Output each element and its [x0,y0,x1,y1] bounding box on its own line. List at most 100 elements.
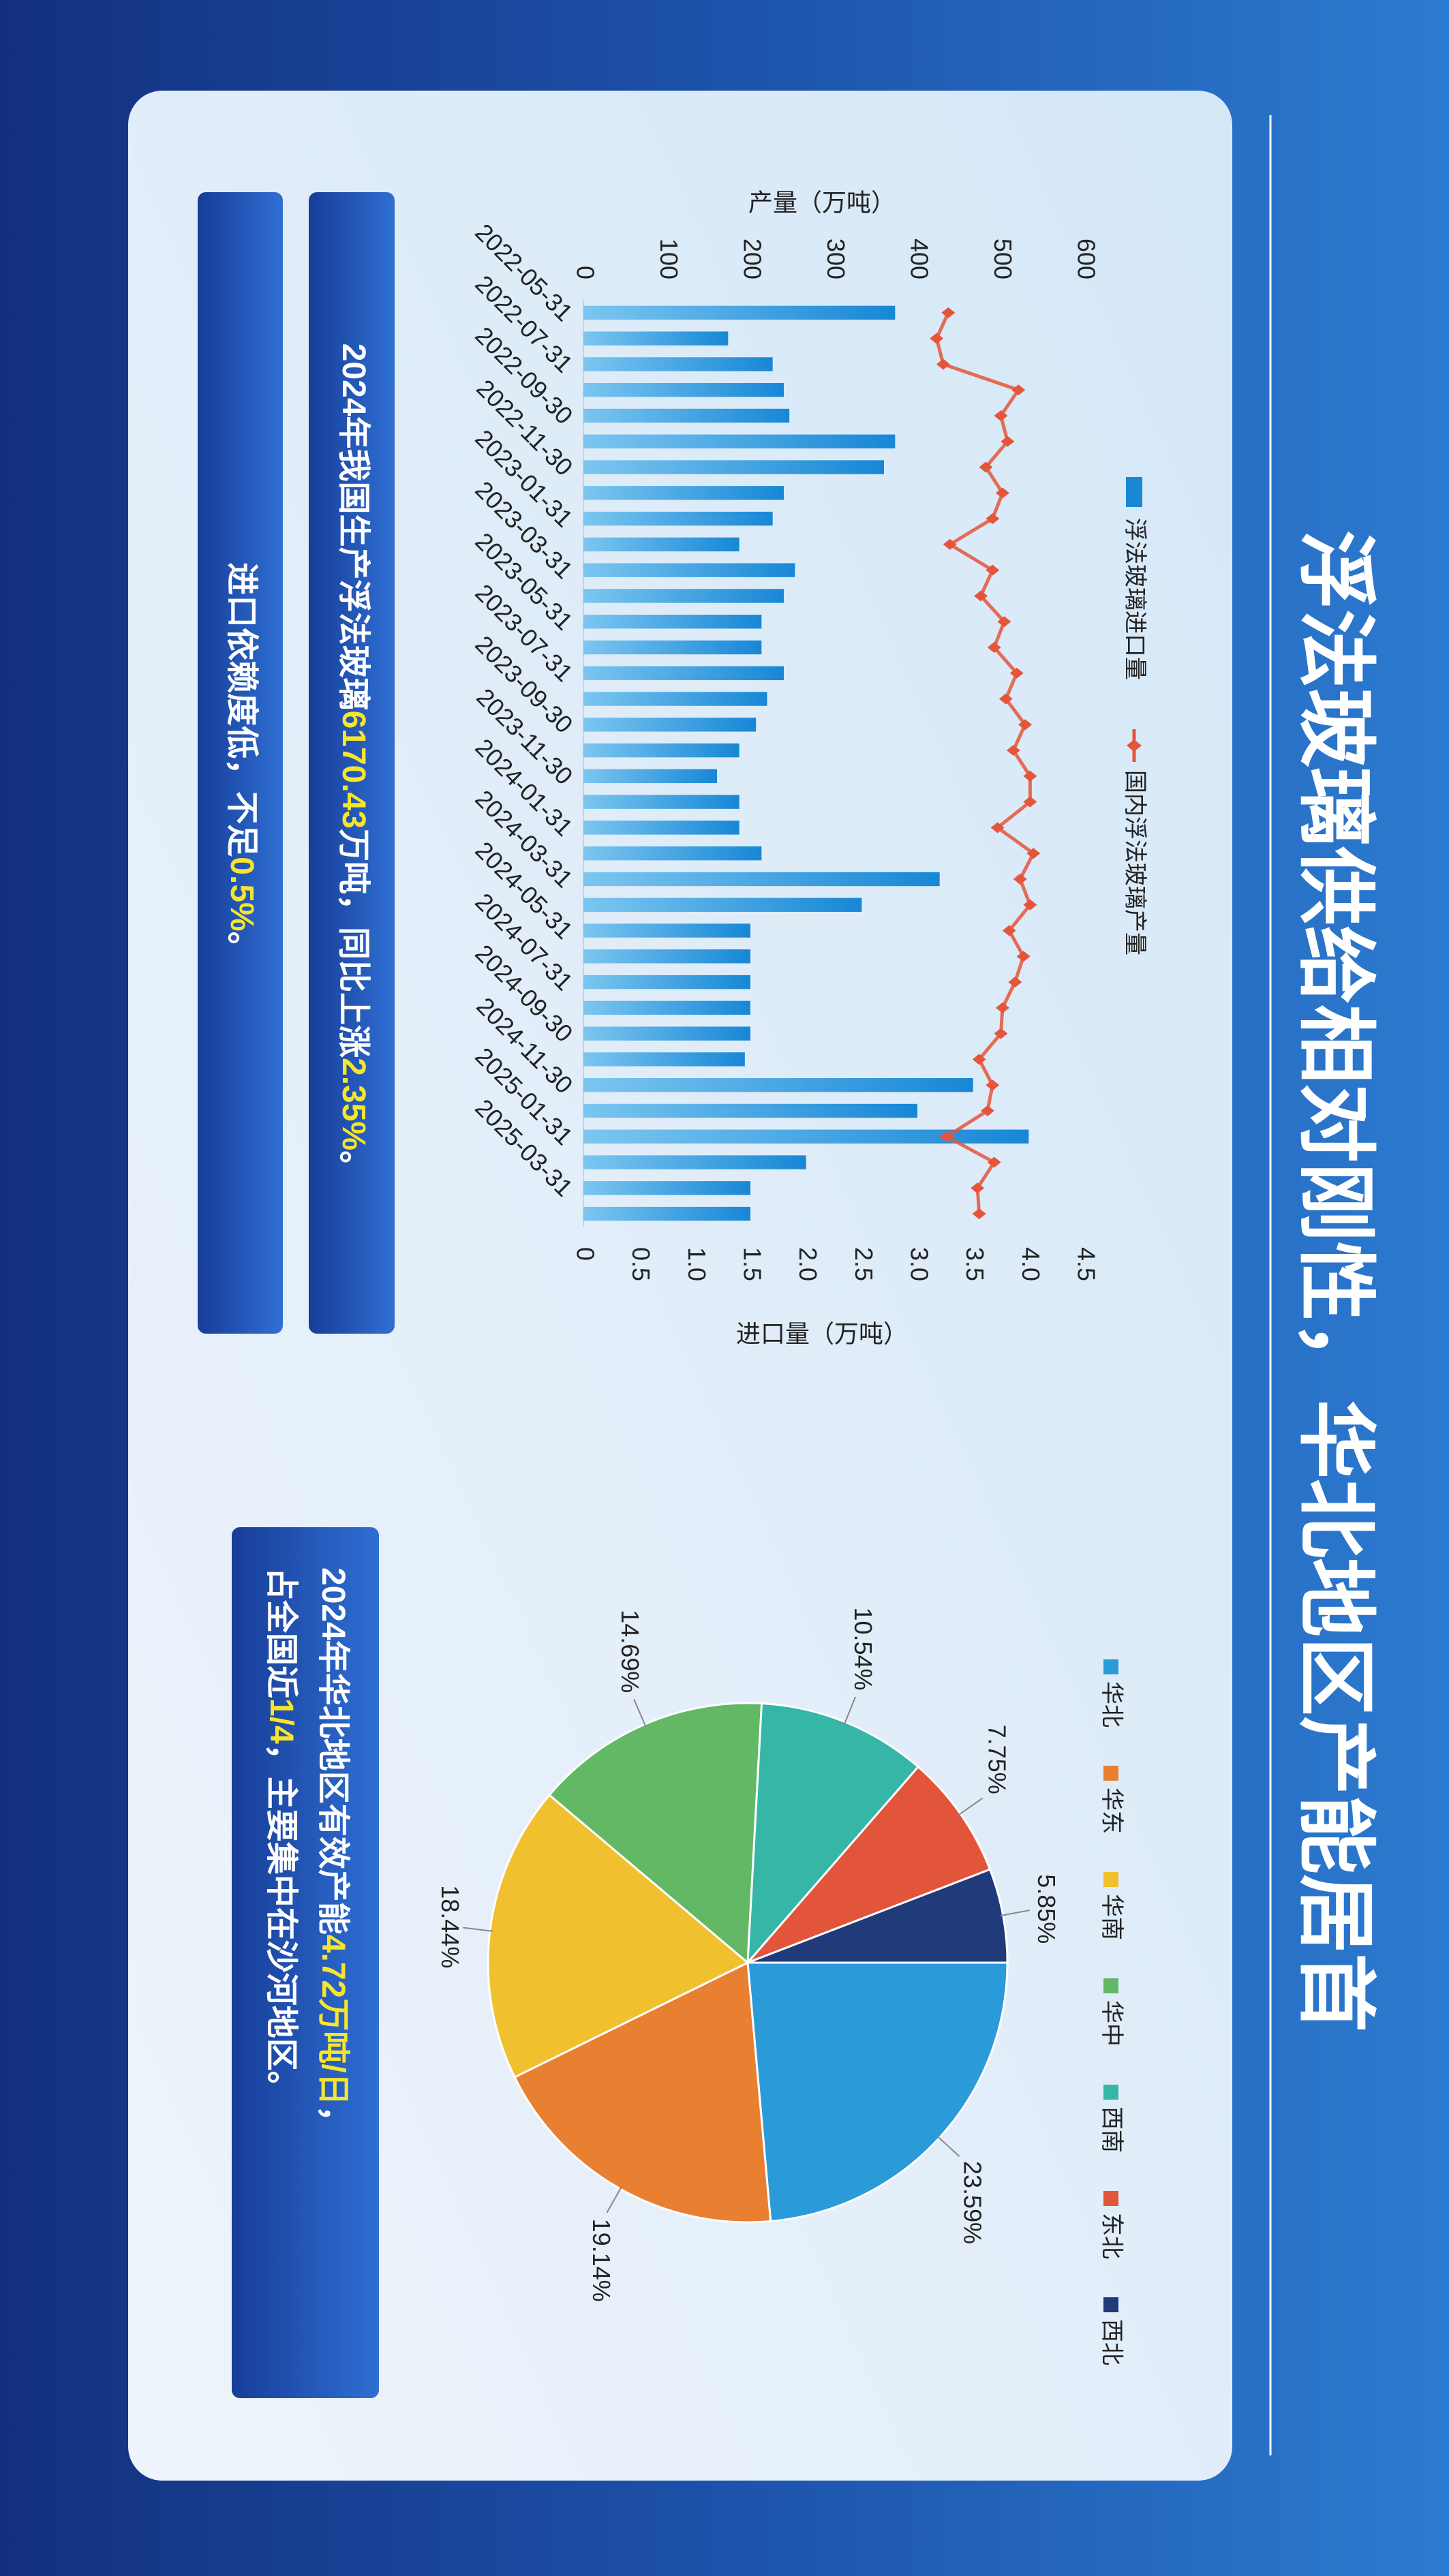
bar [583,1129,1029,1144]
y2-tick-label: 0 [571,1247,599,1261]
pie-value-label: 18.44% [436,1885,464,1968]
line-marker [974,590,988,602]
line-marker [995,1002,1009,1013]
line-marker [930,333,944,344]
line-marker [986,513,1000,525]
pie-value-label: 10.54% [849,1607,877,1690]
note-span: ， [315,2106,351,2138]
y-tick-label: 0 [571,266,599,279]
line-marker [936,358,950,370]
line-marker [1006,745,1020,756]
note-span: 进口依赖度低，不足 [224,562,260,857]
line-marker [980,1105,994,1116]
line-marker [1023,796,1037,808]
note-span: 6170.43 [335,711,371,829]
bar [583,1052,745,1067]
bar [583,511,773,526]
bar [583,898,862,912]
line-marker [1011,384,1026,396]
leader-line [936,2135,960,2157]
note-span: 。 [335,1150,371,1183]
legend-label: 华中 [1099,2000,1125,2046]
note-text: 进口依赖度低，不足0.5%。 [224,562,260,964]
bar [583,615,762,629]
legend-label: 西南 [1099,2106,1125,2153]
bar [583,434,896,448]
line-marker [994,1028,1008,1039]
line-marker [972,1054,986,1065]
pie-value-label: 23.59% [958,2161,986,2244]
legend-label: 国内浮法玻璃产量 [1122,770,1148,955]
line-marker [972,1208,986,1220]
note-box [232,1527,379,2398]
line-marker [997,616,1011,628]
y2-tick-label: 4.0 [1017,1247,1045,1281]
leader-line [606,2186,622,2213]
leader-line [633,1699,647,1728]
legend-swatch [1127,739,1142,752]
bar [583,846,762,861]
bar [583,460,884,474]
note-span: ，主要集中在沙河地区。 [263,1744,299,2104]
line-marker [987,1156,1001,1168]
pie-value-label: 19.14% [588,2219,615,2302]
legend-label: 浮法玻璃进口量 [1122,518,1148,680]
pie-value-label: 7.75% [983,1725,1011,1794]
bar [583,305,896,320]
legend-swatch [1103,1872,1118,1887]
note-text: 2024年华北地区有效产能4.72万吨/日， [315,1567,351,2138]
legend-swatch [1103,1766,1118,1781]
note-span: 占全国近 [263,1567,300,1698]
line-marker [995,487,1009,499]
note-span: 。 [224,932,260,964]
line-marker [971,1182,985,1194]
leader-line [1000,1910,1031,1917]
note-box [309,192,395,1334]
bar [583,872,940,887]
note-text: 占全国近1/4，主要集中在沙河地区。 [263,1567,300,2104]
y-tick-label: 100 [655,239,683,279]
line-marker [941,307,956,318]
line-marker [939,1131,954,1142]
legend-swatch [1103,2297,1118,2312]
y2-tick-label: 4.5 [1072,1247,1100,1281]
note-span: 2024年华北地区有效产能 [315,1567,351,1935]
line-marker [986,564,1000,576]
legend-swatch [1103,1978,1118,1993]
y-tick-label: 600 [1072,239,1100,279]
y-axis-title: 产量（万吨） [748,189,896,217]
y-tick-label: 500 [989,239,1017,279]
y2-tick-label: 1.5 [738,1247,766,1281]
page-title: 浮法玻璃供给相对刚性，华北地区产能居首 [1290,530,1382,2032]
y2-tick-label: 0.5 [627,1247,655,1281]
bar [583,1000,750,1015]
bar [583,923,750,938]
leader-line [843,1696,857,1725]
bar [583,383,784,397]
line-marker [1016,951,1031,962]
bar [583,486,784,500]
y2-tick-label: 2.0 [794,1247,822,1281]
bar [583,1078,973,1092]
bar [583,537,739,552]
note-span: 4.72万吨/日 [315,1935,351,2106]
legend-label: 西北 [1099,2319,1125,2365]
bar [583,357,773,371]
bar [583,408,790,423]
y2-tick-label: 1.0 [683,1247,711,1281]
bar [583,718,757,732]
note-span: 0.5% [224,857,260,931]
y2-tick-label: 3.5 [961,1247,989,1281]
y-tick-label: 400 [905,239,933,279]
legend-swatch [1103,2085,1118,2100]
note-span: 2024年我国生产浮法玻璃 [335,343,371,711]
y2-tick-label: 2.5 [850,1247,878,1281]
note-box [198,192,283,1334]
legend-swatch [1126,477,1142,507]
line-marker [1023,770,1037,782]
line [934,311,1036,1214]
pie-value-label: 5.85% [1033,1874,1061,1944]
bar [583,975,750,990]
line-marker [1018,719,1033,731]
bar [583,769,717,784]
